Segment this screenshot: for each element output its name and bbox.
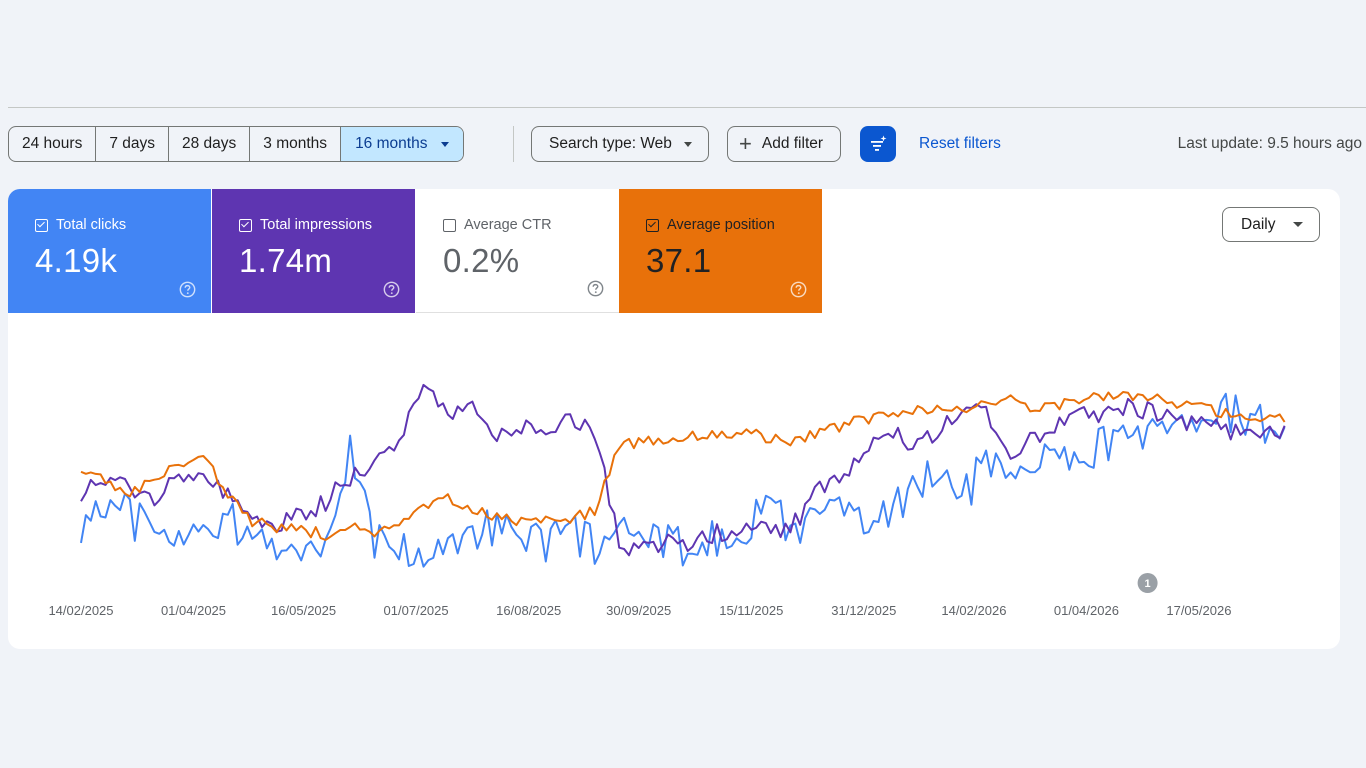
toolbar-separator	[513, 126, 514, 162]
x-tick-label: 14/02/2025	[48, 603, 113, 618]
x-tick-label: 01/04/2026	[1054, 603, 1119, 618]
annotation-label: 1	[1145, 578, 1151, 590]
x-tick-label: 15/11/2025	[719, 603, 783, 618]
chevron-down-icon	[441, 142, 449, 147]
plus-icon: +	[739, 133, 752, 155]
sparkle-filter-icon	[868, 134, 888, 154]
performance-card: Total clicks 4.19k Total impressions 1.7…	[8, 189, 1340, 649]
range-28-days[interactable]: 28 days	[169, 127, 250, 161]
chevron-down-icon	[684, 142, 692, 147]
add-filter-button[interactable]: + Add filter	[727, 126, 841, 162]
reset-filters-link[interactable]: Reset filters	[919, 126, 1001, 162]
x-tick-label: 16/08/2025	[496, 603, 561, 618]
date-range-selector: 24 hours 7 days 28 days 3 months 16 mont…	[8, 126, 464, 162]
search-type-button[interactable]: Search type: Web	[531, 126, 709, 162]
last-update-text: Last update: 9.5 hours ago	[1178, 126, 1362, 162]
range-3-months[interactable]: 3 months	[250, 127, 341, 161]
x-tick-label: 16/05/2025	[271, 603, 336, 618]
filter-toolbar: 24 hours 7 days 28 days 3 months 16 mont…	[8, 126, 1366, 162]
x-tick-label: 30/09/2025	[606, 603, 671, 618]
x-tick-label: 17/05/2026	[1166, 603, 1231, 618]
range-7-days[interactable]: 7 days	[96, 127, 169, 161]
header-divider	[8, 107, 1366, 108]
range-16-months[interactable]: 16 months	[341, 127, 463, 161]
x-tick-label: 31/12/2025	[831, 603, 896, 618]
x-tick-label: 14/02/2026	[941, 603, 1006, 618]
range-24-hours[interactable]: 24 hours	[9, 127, 96, 161]
series-line-average-position	[81, 392, 1285, 540]
x-tick-label: 01/04/2025	[161, 603, 226, 618]
x-tick-label: 01/07/2025	[384, 603, 449, 618]
ai-filter-button[interactable]	[860, 126, 896, 162]
performance-chart: 14/02/2025 01/04/2025 16/05/2025 01/07/2025…	[8, 189, 1340, 649]
